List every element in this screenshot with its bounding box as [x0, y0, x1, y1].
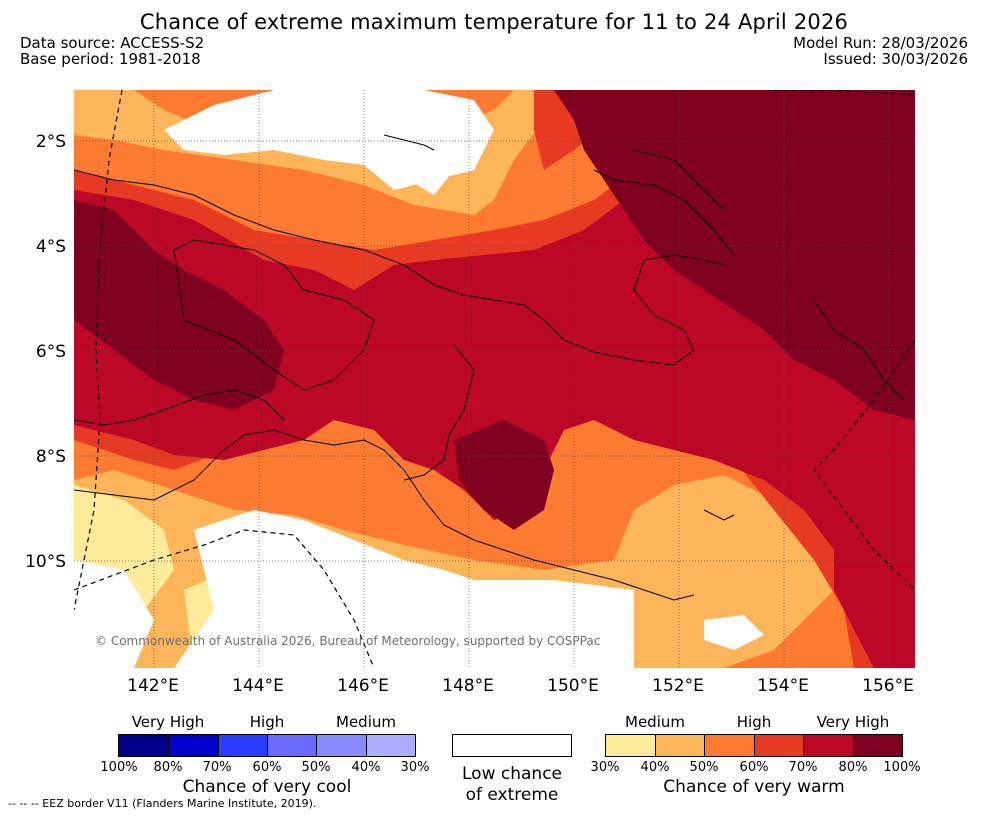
lat-label: 2°S: [35, 132, 66, 152]
low-chance-swatch: [452, 734, 572, 757]
low-caption-line2: of extreme: [465, 785, 559, 805]
zone-80-100-central: [454, 420, 554, 530]
cool-header-high: High: [249, 713, 285, 731]
cool-tick: 40%: [351, 760, 381, 775]
lon-label: 156°E: [862, 676, 914, 696]
coast-new-ireland: [633, 149, 725, 211]
cool-tick: 80%: [153, 760, 183, 775]
cool-tick: 70%: [202, 760, 232, 775]
lat-label: 10°S: [25, 552, 66, 572]
cool-swatch: [267, 734, 318, 757]
coast-bougainville: [813, 299, 905, 401]
lon-label: 148°E: [442, 676, 494, 696]
cool-swatch: [218, 734, 269, 757]
eez-border-east: [813, 339, 915, 591]
cool-swatch: [168, 734, 219, 757]
zone-low-north-2: [404, 130, 454, 195]
lon-label: 144°E: [232, 676, 284, 696]
cool-swatch: [316, 734, 367, 757]
lon-label: 150°E: [547, 676, 599, 696]
cool-swatch: [118, 734, 169, 757]
issued-date: Issued: 30/03/2026: [823, 50, 968, 68]
graticule: [74, 90, 915, 668]
warm-tick: 60%: [739, 760, 769, 775]
base-period: Base period: 1981-2018: [20, 50, 201, 68]
coast-woodlark: [703, 509, 735, 521]
zone-80-100-ne: [554, 90, 915, 420]
eez-border-west: [74, 90, 123, 611]
lon-label: 154°E: [757, 676, 809, 696]
warm-swatch: [655, 734, 706, 757]
warm-swatch: [853, 734, 903, 757]
warm-swatch: [754, 734, 805, 757]
lat-label: 4°S: [35, 237, 66, 257]
warm-tick: 100%: [883, 760, 921, 775]
cool-tick: 100%: [100, 760, 138, 775]
cool-caption: Chance of very cool: [182, 777, 352, 797]
cool-swatch: [366, 734, 416, 757]
low-chance-caption: Low chance of extreme: [452, 764, 572, 806]
warm-header-very-high: Very High: [816, 713, 890, 731]
eez-borders: [74, 90, 915, 668]
model-run: Model Run: 28/03/2026: [793, 34, 968, 52]
province-border-west: [74, 389, 285, 426]
warm-swatch: [803, 734, 854, 757]
eez-border-south: [74, 529, 375, 668]
coast-manus: [383, 134, 435, 151]
chart-title: Chance of extreme maximum temperature fo…: [139, 10, 849, 34]
warm-swatch: [605, 734, 656, 757]
warm-swatch: [704, 734, 755, 757]
meta-left: Data source: ACCESS-S2 Base period: 1981…: [20, 35, 204, 67]
warm-tick: 30%: [590, 760, 620, 775]
coastlines: [74, 134, 905, 601]
warm-tick: 40%: [640, 760, 670, 775]
coast-north: [74, 169, 725, 366]
zone-80-100-west: [74, 200, 284, 410]
lon-label: 152°E: [652, 676, 704, 696]
zone-low-sw: [74, 560, 154, 668]
lon-label: 146°E: [337, 676, 389, 696]
warm-header-high: High: [736, 713, 772, 731]
lat-label: 6°S: [35, 342, 66, 362]
cool-header-medium: Medium: [336, 713, 396, 731]
cool-header-very-high: Very High: [131, 713, 205, 731]
coast-new-britain: [593, 169, 735, 256]
zone-low-south: [174, 510, 634, 668]
province-border: [403, 344, 475, 481]
low-caption-line1: Low chance: [462, 764, 562, 784]
copyright-note: © Commonwealth of Australia 2026, Bureau…: [95, 634, 601, 648]
highlands-border: [173, 239, 375, 391]
warm-tick: 70%: [788, 760, 818, 775]
warm-header-medium: Medium: [625, 713, 685, 731]
cool-tick: 50%: [301, 760, 331, 775]
zone-low-se: [704, 615, 764, 650]
cool-tick: 60%: [252, 760, 282, 775]
coast-south: [74, 429, 695, 601]
lat-label: 8°S: [35, 447, 66, 467]
warm-caption: Chance of very warm: [663, 777, 845, 797]
eez-note: -- -- -- EEZ border V11 (Flanders Marine…: [8, 797, 317, 810]
warm-tick: 80%: [838, 760, 868, 775]
warm-tick: 50%: [689, 760, 719, 775]
lon-label: 142°E: [127, 676, 179, 696]
meta-right: Model Run: 28/03/2026 Issued: 30/03/2026: [793, 35, 968, 67]
cool-tick: 30%: [400, 760, 430, 775]
forecast-map: [74, 90, 915, 668]
data-source: Data source: ACCESS-S2: [20, 34, 205, 52]
